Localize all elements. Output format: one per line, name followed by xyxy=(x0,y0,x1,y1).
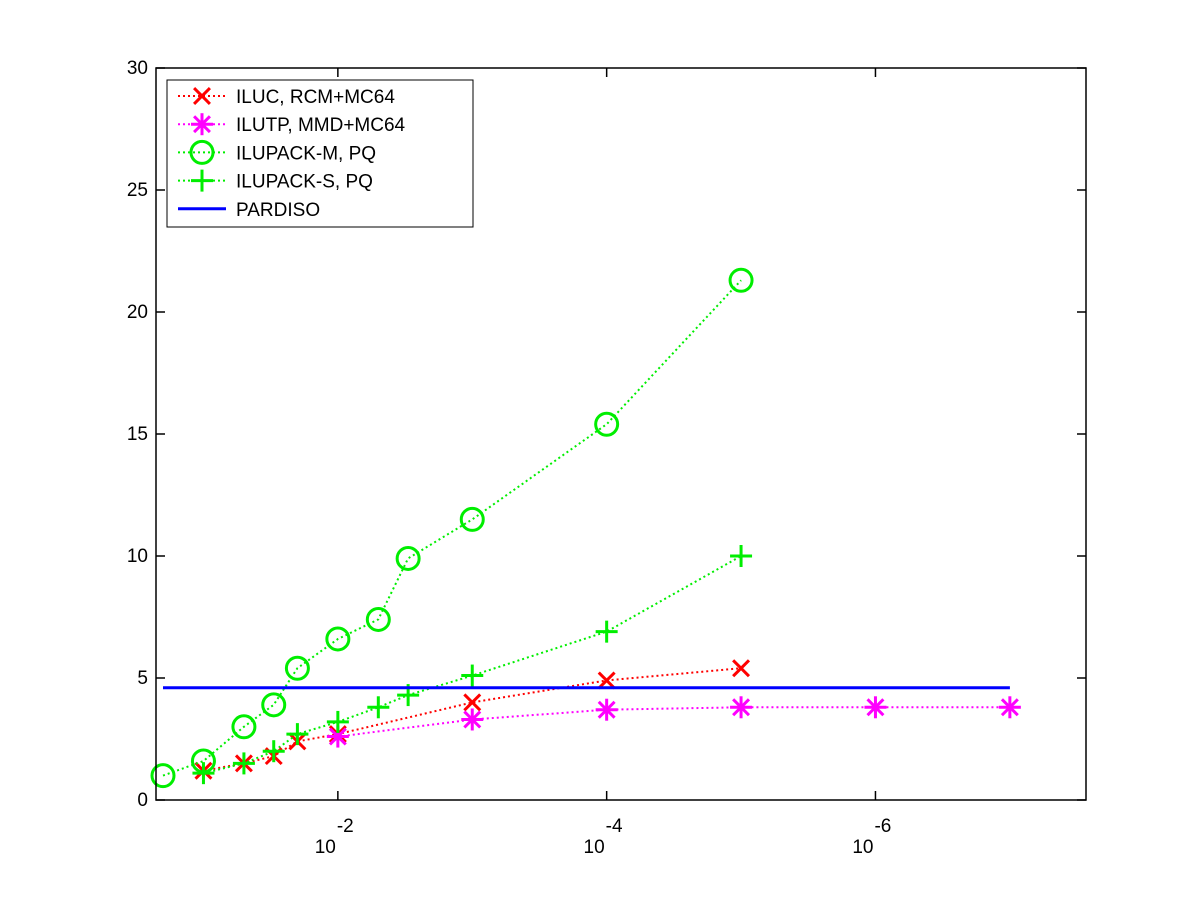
series-layer xyxy=(150,267,1021,789)
series-1 xyxy=(326,696,1021,748)
data-point xyxy=(595,698,618,721)
y-tick-label: 30 xyxy=(127,58,148,79)
y-tick-label: 15 xyxy=(127,424,148,445)
data-point xyxy=(286,723,309,746)
legend-marker xyxy=(189,139,215,165)
data-point xyxy=(594,411,620,437)
legend-marker xyxy=(191,169,213,192)
legend-marker xyxy=(193,87,211,105)
data-point xyxy=(461,708,484,731)
data-point xyxy=(732,659,751,678)
x-tick-exponent: -4 xyxy=(606,816,623,837)
legend-entry: PARDISO xyxy=(178,200,320,221)
x-tick-exponent: -6 xyxy=(874,816,891,837)
x-tick-exponent: -2 xyxy=(337,816,354,837)
y-tick-label: 10 xyxy=(127,546,148,567)
data-point xyxy=(463,693,482,712)
data-point xyxy=(595,620,618,643)
data-point xyxy=(262,740,285,763)
data-point xyxy=(325,626,351,652)
legend-label: ILUPACK-M, PQ xyxy=(236,143,376,164)
data-point xyxy=(284,655,310,681)
y-tick-label: 25 xyxy=(127,180,148,201)
legend-box xyxy=(166,79,474,228)
legend-label: ILUTP, MMD+MC64 xyxy=(236,115,406,136)
data-point xyxy=(459,506,485,532)
y-tick-label: 20 xyxy=(127,302,148,323)
x-tick-base: 10 xyxy=(852,837,873,858)
data-point xyxy=(261,692,287,718)
series-line xyxy=(337,706,1010,738)
x-tick-base: 10 xyxy=(315,837,336,858)
data-point xyxy=(232,752,255,775)
legend-label: PARDISO xyxy=(236,200,320,221)
data-point xyxy=(597,671,616,690)
data-point xyxy=(326,710,349,733)
legend-entry: ILUPACK-S, PQ xyxy=(178,169,373,193)
legend-entry: ILUPACK-M, PQ xyxy=(178,139,376,165)
data-point xyxy=(461,664,484,687)
data-point xyxy=(730,545,753,567)
data-point xyxy=(395,545,421,571)
data-point xyxy=(365,606,391,632)
y-tick-label: 5 xyxy=(137,668,148,689)
legend: ILUC, RCM+MC64 ILUTP, MMD+MC64 ILUPACK-M, … xyxy=(166,79,474,228)
data-point xyxy=(231,714,257,740)
y-tick-label: 0 xyxy=(137,790,148,811)
legend-label: ILUC, RCM+MC64 xyxy=(236,87,395,108)
legend-label: ILUPACK-S, PQ xyxy=(236,172,373,193)
data-point xyxy=(367,696,390,719)
data-point xyxy=(998,696,1021,719)
data-point xyxy=(730,696,753,719)
x-tick-base: 10 xyxy=(584,837,605,858)
series-line xyxy=(203,555,742,775)
data-point xyxy=(864,696,887,719)
data-point xyxy=(150,763,176,789)
legend-entry: ILUTP, MMD+MC64 xyxy=(178,113,406,136)
data-point xyxy=(728,267,754,293)
series-line xyxy=(162,279,742,777)
legend-entry: ILUC, RCM+MC64 xyxy=(178,87,395,108)
legend-marker xyxy=(191,113,213,136)
data-point xyxy=(192,762,215,785)
